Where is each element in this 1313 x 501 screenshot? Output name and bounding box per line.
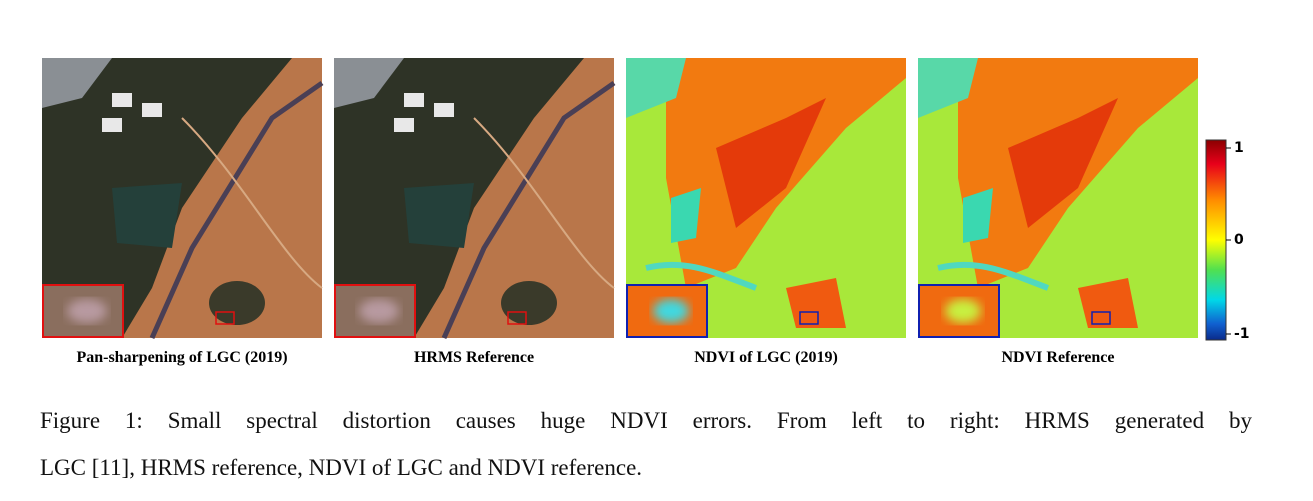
zoom-box [507, 311, 527, 325]
building [434, 103, 454, 117]
colorbar-ticks: 1 0 -1 [1226, 140, 1250, 342]
caption-line: LGC [11], HRMS reference, NDVI of LGC an… [40, 455, 643, 480]
panels: Pan-sharpening of LGC (2019) HRMS Referen… [42, 58, 1198, 366]
panel-caption: NDVI of LGC (2019) [694, 349, 838, 366]
panel-image [918, 58, 1198, 338]
colorbar [1205, 139, 1227, 341]
building [102, 118, 122, 132]
patch [1078, 278, 1138, 328]
water [626, 58, 686, 118]
figure: Pan-sharpening of LGC (2019) HRMS Referen… [42, 58, 1250, 366]
buildings [42, 58, 112, 108]
zoom-box [799, 311, 819, 325]
caption-line: Figure 1: Small spectral distortion caus… [40, 408, 1252, 433]
water [963, 188, 993, 243]
inset-blob [67, 299, 107, 323]
colorbar-tick-label: -1 [1234, 326, 1250, 342]
building [142, 103, 162, 117]
building [112, 93, 132, 107]
path [181, 117, 323, 289]
buildings [334, 58, 404, 108]
building [394, 118, 414, 132]
inset-blob [359, 299, 399, 323]
panel-image [334, 58, 616, 340]
zoom-box [215, 311, 235, 325]
road [441, 80, 616, 340]
panel-caption: Pan-sharpening of LGC (2019) [76, 349, 287, 366]
path [473, 117, 615, 289]
water [112, 183, 182, 248]
road [645, 261, 758, 291]
panel-image [42, 58, 324, 340]
patch [786, 278, 846, 328]
road [149, 80, 324, 340]
water [918, 58, 978, 118]
zoom-box [1091, 311, 1111, 325]
panel-caption: NDVI Reference [1002, 349, 1115, 366]
inset-blob [945, 299, 981, 323]
panel-caption: HRMS Reference [414, 349, 534, 366]
colorbar-tick-label: 1 [1234, 140, 1244, 156]
vegetation [501, 281, 557, 325]
building [404, 93, 424, 107]
water [671, 188, 701, 243]
inset-blob [653, 299, 689, 323]
vegetation-red [1008, 98, 1118, 228]
panel-image [626, 58, 906, 338]
colorbar-tick-label: 0 [1234, 232, 1244, 248]
inset [334, 284, 416, 338]
vegetation [209, 281, 265, 325]
water [404, 183, 474, 248]
vegetation-red [716, 98, 826, 228]
road [937, 261, 1050, 291]
